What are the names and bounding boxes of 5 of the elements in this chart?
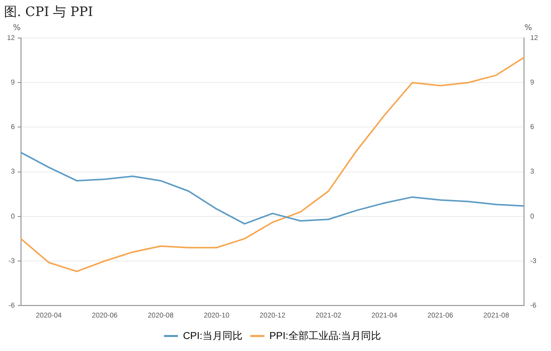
chart-title: 图. CPI 与 PPI xyxy=(4,4,93,21)
legend-label: PPI:全部工业品:当月同比 xyxy=(269,330,382,342)
legend-label: CPI:当月同比 xyxy=(182,330,242,342)
y2-axis-title: % xyxy=(524,23,532,32)
y-axis-title: % xyxy=(12,23,21,32)
